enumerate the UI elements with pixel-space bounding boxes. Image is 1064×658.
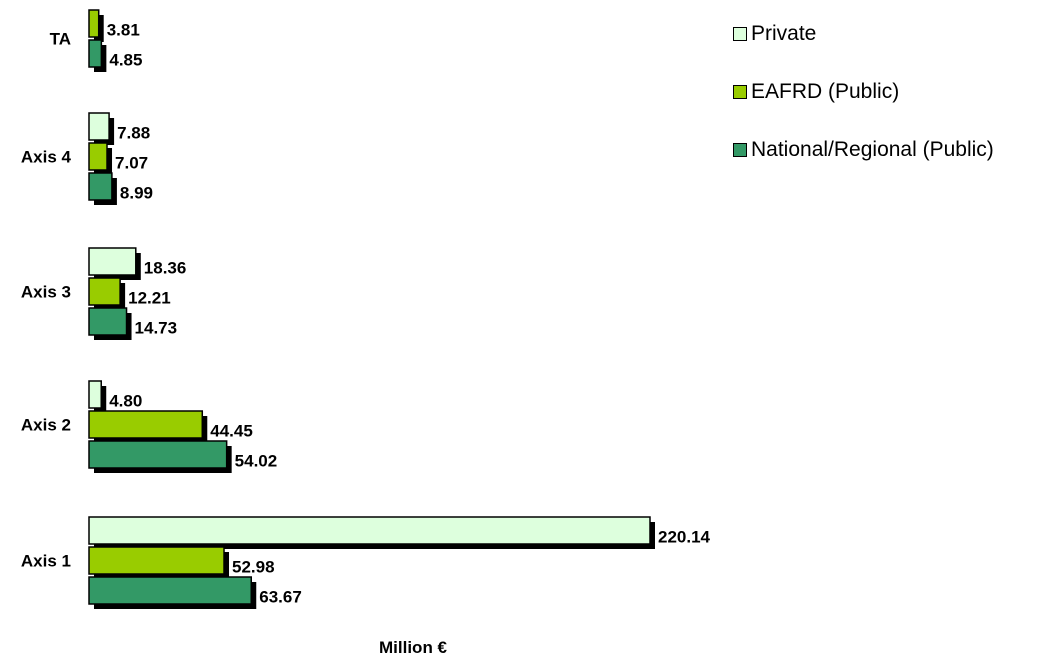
value-label-axis-3-private: 18.36	[144, 259, 187, 278]
labels-layer: 220.14 52.98 63.67 Axis 1 4.80 44.45 54.02 Axis…	[21, 21, 711, 607]
legend-item-private: Private	[733, 20, 994, 47]
bar-axis-3-national-regional-public	[88, 307, 128, 336]
bars-layer	[88, 9, 655, 609]
legend-item-national-regional-public: National/Regional (Public)	[733, 136, 994, 163]
bar-axis-4-private	[88, 112, 110, 141]
category-label-axis-2: Axis 2	[21, 416, 71, 435]
value-label-axis-2-eafrd-public: 44.45	[210, 422, 253, 441]
value-label-ta-national-regional-public: 4.85	[109, 51, 142, 70]
value-label-ta-eafrd-public: 3.81	[107, 21, 140, 40]
bar-axis-2-eafrd-public	[88, 410, 204, 439]
category-label-axis-1: Axis 1	[21, 552, 71, 571]
value-label-axis-1-eafrd-public: 52.98	[232, 558, 275, 577]
legend-label-eafrd-public: EAFRD (Public)	[751, 79, 900, 103]
bar-ta-national-regional-public	[88, 39, 103, 68]
value-label-axis-4-eafrd-public: 7.07	[115, 154, 148, 173]
bar-axis-2-national-regional-public	[88, 440, 228, 469]
legend-label-national-regional-public: National/Regional (Public)	[751, 137, 994, 161]
category-label-axis-4: Axis 4	[21, 148, 72, 167]
value-label-axis-2-private: 4.80	[109, 392, 142, 411]
category-label-axis-3: Axis 3	[21, 283, 71, 302]
legend-swatch-eafrd-public	[733, 84, 747, 99]
bar-axis-1-eafrd-public	[88, 546, 225, 575]
value-label-axis-3-eafrd-public: 12.21	[128, 289, 171, 308]
bar-axis-4-eafrd-public	[88, 142, 108, 171]
bar-axis-4-national-regional-public	[88, 172, 113, 201]
x-axis-title: Million €	[379, 638, 448, 657]
category-label-ta: TA	[50, 30, 71, 49]
legend: Private EAFRD (Public) National/Regional (…	[733, 20, 994, 194]
legend-swatch-national-regional-public	[733, 142, 747, 157]
value-label-axis-1-private: 220.14	[658, 528, 711, 547]
legend-label-private: Private	[751, 21, 817, 45]
legend-swatch-private	[733, 26, 747, 41]
value-label-axis-1-national-regional-public: 63.67	[259, 588, 302, 607]
value-label-axis-4-private: 7.88	[117, 124, 150, 143]
bar-axis-1-private	[88, 516, 651, 545]
bar-axis-1-national-regional-public	[88, 576, 253, 605]
value-label-axis-4-national-regional-public: 8.99	[120, 184, 153, 203]
bar-ta-eafrd-public	[88, 9, 100, 38]
bar-axis-2-private	[88, 380, 102, 409]
value-label-axis-3-national-regional-public: 14.73	[135, 319, 178, 338]
bar-axis-3-private	[88, 247, 137, 276]
legend-item-eafrd-public: EAFRD (Public)	[733, 78, 994, 105]
value-label-axis-2-national-regional-public: 54.02	[235, 452, 278, 471]
bar-axis-3-eafrd-public	[88, 277, 121, 306]
